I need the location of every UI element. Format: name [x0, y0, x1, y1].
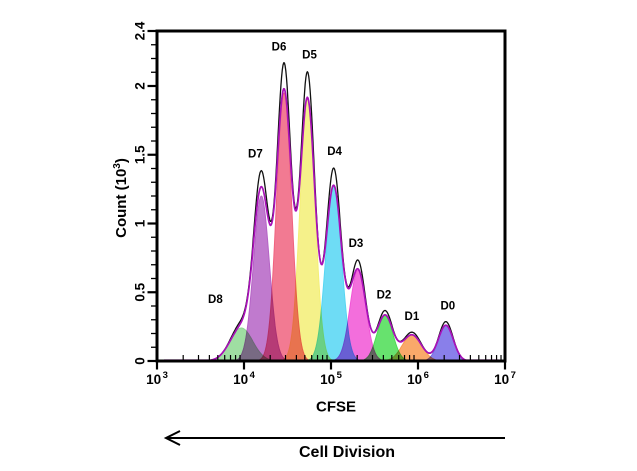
peak-label-D1: D1: [405, 311, 420, 323]
peak-fills-group: [193, 92, 477, 361]
peak-label-D8: D8: [208, 294, 223, 306]
peak-label-D6: D6: [272, 42, 287, 54]
y-axis-title: Count (103): [112, 158, 130, 238]
x-axis-title: CFSE: [315, 398, 357, 416]
cell-division-label: Cell Division: [298, 444, 396, 461]
arrow-head-left: [163, 430, 181, 446]
x-axis-ticks: 10 3 10 4 10 5 10 6 10 7: [146, 355, 516, 387]
plot-border: [155, 29, 507, 363]
y-tick-label-0.5: 0.5: [133, 282, 148, 301]
peak-label-D3: D3: [349, 238, 364, 250]
y-axis-title-text: Count (10: [113, 168, 130, 238]
y-tick-label-2.4: 2.4: [133, 21, 148, 40]
fit-curve: [163, 87, 499, 362]
y-tick-label-1.5: 1.5: [133, 145, 148, 164]
peak-label-D2: D2: [377, 289, 392, 301]
peak-label-D5: D5: [302, 50, 317, 62]
y-tick-label-0: 0: [133, 357, 148, 365]
y-axis-ticks: 0 0.5 1 1.5 2 2.4: [133, 21, 156, 365]
y-tick-label-2: 2: [133, 82, 148, 90]
peak-label-D0: D0: [440, 301, 455, 313]
cell-division-arrow: [163, 430, 505, 446]
y-axis-title-exponent: 3: [112, 163, 123, 169]
peak-label-D4: D4: [327, 146, 342, 158]
y-tick-label-1: 1: [133, 219, 148, 227]
y-axis-title-close: ): [113, 158, 130, 164]
peak-label-D7: D7: [248, 149, 263, 161]
